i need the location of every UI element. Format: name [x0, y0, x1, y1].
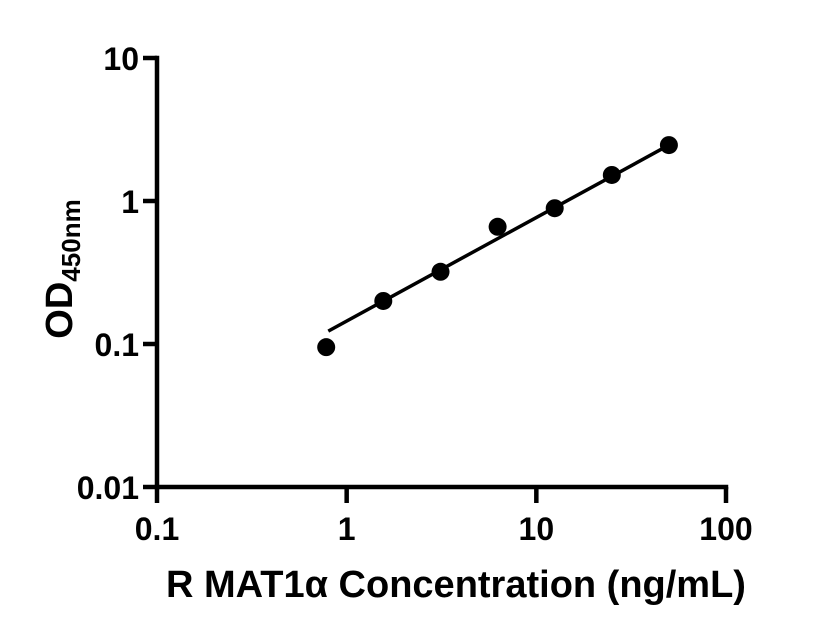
y-tick-label: 1: [121, 184, 139, 220]
y-tick-label: 0.01: [77, 470, 139, 506]
y-axis-title-main: OD: [39, 282, 81, 339]
data-point: [602, 165, 621, 184]
x-tick-label: 0.1: [135, 511, 179, 547]
x-tick-label: 10: [519, 511, 555, 547]
x-tick-label: 1: [338, 511, 356, 547]
x-axis-title: R MAT1α Concentration (ng/mL): [166, 564, 746, 606]
y-axis-title-subscript: 450nm: [56, 199, 86, 281]
data-point: [431, 262, 450, 281]
x-tick-label: 100: [699, 511, 752, 547]
data-point: [374, 291, 393, 310]
y-axis-title: OD450nm: [39, 199, 86, 338]
data-point: [488, 217, 507, 236]
y-tick-label: 0.1: [95, 327, 139, 363]
plot-area: 0.01 0.1 1 10 0.1 1 10 100: [77, 41, 753, 547]
data-point: [545, 199, 564, 218]
data-point: [659, 136, 678, 155]
data-point: [317, 338, 336, 357]
y-tick-label: 10: [103, 41, 139, 77]
